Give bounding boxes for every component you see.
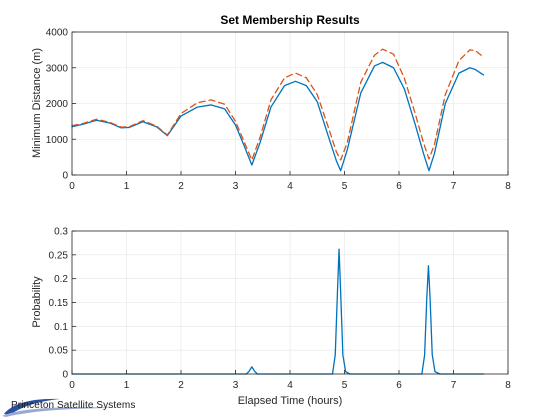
bottom-x-tick-label: 4 (287, 380, 293, 391)
bottom-y-tick-label: 0 (62, 370, 68, 381)
top-x-tick-label: 5 (342, 181, 348, 192)
top-y-tick-label: 1000 (46, 135, 69, 146)
bottom-x-tick-label: 2 (178, 380, 184, 391)
bottom-x-ticks: 0 1 2 3 4 5 6 7 8 (69, 370, 511, 391)
top-x-tick-label: 0 (69, 181, 75, 192)
bottom-x-tick-label: 6 (396, 380, 402, 391)
bottom-x-axis-label: Elapsed Time (hours) (238, 395, 343, 407)
top-x-tick-label: 1 (124, 181, 130, 192)
chart-title: Set Membership Results (220, 13, 360, 27)
top-y-tick-label: 0 (62, 171, 68, 182)
top-x-tick-label: 2 (178, 181, 184, 192)
bottom-y-axis-label: Probability (31, 276, 43, 328)
top-series-line-solid (71, 61, 485, 172)
bottom-x-tick-label: 8 (505, 380, 511, 391)
bottom-y-tick-label: 0.15 (49, 298, 69, 309)
bottom-grid (71, 230, 509, 375)
top-series-line-dashed (71, 48, 485, 161)
top-series (71, 48, 485, 172)
company-watermark: Princeton Satellite Systems (11, 400, 136, 411)
top-y-tick-label: 2000 (46, 99, 69, 110)
bottom-y-tick-label: 0.05 (49, 346, 69, 357)
bottom-x-tick-label: 1 (124, 380, 130, 391)
top-axes: 0 1 2 3 4 5 6 7 8 0 1000 2000 3000 4000 Minimum Dist… (31, 28, 511, 193)
top-y-tick-label: 4000 (46, 28, 69, 39)
bottom-axes: 0 1 2 3 4 5 6 7 8 0 0.05 0.1 0.15 0.2 0.25 0.3 Probabi… (31, 227, 511, 408)
company-logo-swoosh-icon (2, 398, 120, 417)
bottom-y-tick-label: 0.2 (54, 274, 68, 285)
top-y-tick-label: 3000 (46, 63, 69, 74)
top-x-tick-label: 7 (451, 181, 457, 192)
top-x-tick-label: 6 (396, 181, 402, 192)
bottom-x-tick-label: 0 (69, 380, 75, 391)
top-grid (71, 31, 509, 176)
top-y-axis-label: Minimum Distance (m) (31, 48, 43, 158)
bottom-y-tick-label: 0.1 (54, 322, 68, 333)
top-x-tick-label: 3 (233, 181, 239, 192)
bottom-x-tick-label: 7 (451, 380, 457, 391)
bottom-series-line-solid (71, 248, 485, 375)
bottom-x-tick-label: 3 (233, 380, 239, 391)
top-x-tick-label: 8 (505, 181, 511, 192)
top-x-tick-label: 4 (287, 181, 293, 192)
bottom-y-tick-label: 0.25 (49, 250, 69, 261)
bottom-series (71, 248, 485, 375)
top-x-ticks: 0 1 2 3 4 5 6 7 8 (69, 171, 511, 192)
bottom-x-tick-label: 5 (342, 380, 348, 391)
bottom-y-tick-label: 0.3 (54, 227, 68, 238)
top-y-ticks: 0 1000 2000 3000 4000 (46, 28, 76, 182)
bottom-y-ticks: 0 0.05 0.1 0.15 0.2 0.25 0.3 (49, 227, 76, 381)
